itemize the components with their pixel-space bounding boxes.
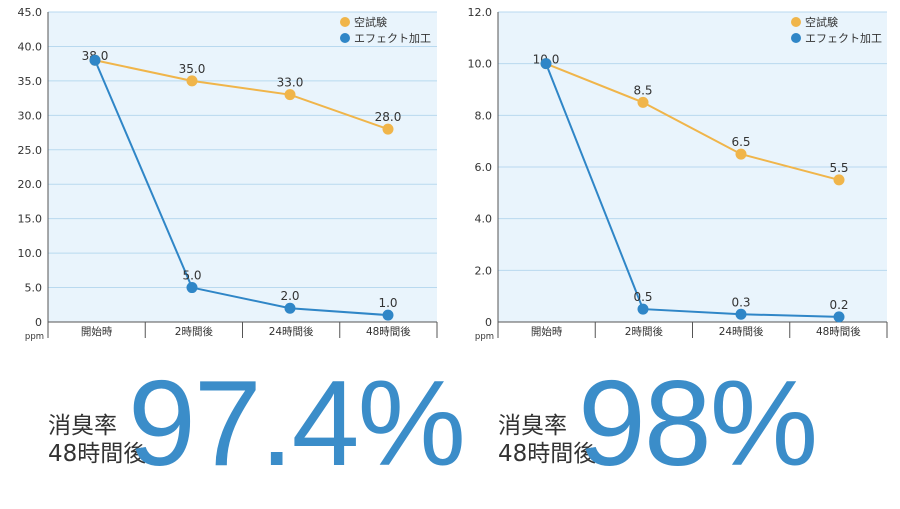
data-point	[637, 303, 649, 315]
caption-right-line2: 48時間後	[498, 441, 597, 467]
data-label: 0.2	[829, 298, 848, 312]
data-point	[735, 148, 747, 160]
y-tick-label: 12.0	[468, 6, 493, 19]
chart-left: 0 5.0 10.0 15.0 20.0 25.0 30.0 35.0 40.0 45.0 開始時 2…	[18, 6, 438, 342]
data-point	[284, 89, 296, 101]
data-point	[382, 309, 394, 321]
deodorization-rate-right: 98%	[578, 355, 818, 491]
legend-marker	[340, 33, 350, 43]
y-tick-label: 35.0	[18, 75, 43, 88]
data-point	[833, 174, 845, 186]
x-tick-label: 24時間後	[269, 325, 314, 338]
data-point	[186, 282, 198, 294]
x-tick-label: 2時間後	[175, 325, 214, 338]
y-tick-label: 5.0	[25, 282, 43, 295]
data-label: 6.5	[731, 135, 750, 149]
y-tick-label: 4.0	[475, 213, 493, 226]
legend-label: 空試験	[805, 15, 838, 29]
data-label: 35.0	[179, 62, 206, 76]
legend-label: エフェクト加工	[354, 32, 431, 45]
data-point	[89, 54, 101, 66]
data-label: 5.0	[182, 269, 201, 283]
y-tick-label: 30.0	[18, 109, 43, 122]
legend-marker	[791, 33, 801, 43]
data-point	[540, 58, 552, 70]
data-label: 5.5	[829, 161, 848, 175]
data-point	[637, 96, 649, 108]
x-tick-label: 24時間後	[719, 325, 764, 338]
x-tick-label: 48時間後	[366, 325, 411, 338]
y-tick-label: 20.0	[18, 178, 43, 191]
data-label: 28.0	[375, 110, 402, 124]
unit-label: ppm	[25, 332, 44, 342]
legend-label: 空試験	[354, 15, 387, 29]
x-tick-label: 開始時	[81, 325, 113, 338]
chart-right: 0 2.0 4.0 6.0 8.0 10.0 12.0 開始時 2時間後 24時間後 48時間後 pp…	[468, 6, 888, 342]
series-line	[545, 63, 840, 318]
y-tick-label: 0	[485, 316, 492, 329]
series-line	[545, 62, 840, 181]
series-line	[94, 59, 389, 317]
data-point	[735, 308, 747, 320]
data-point	[833, 311, 845, 323]
y-tick-label: 45.0	[18, 6, 43, 19]
y-tick-label: 10.0	[18, 247, 43, 260]
unit-label: ppm	[475, 332, 494, 342]
y-tick-label: 8.0	[475, 109, 493, 122]
y-tick-label: 6.0	[475, 161, 493, 174]
legend-marker	[340, 17, 350, 27]
y-tick-label: 0	[35, 316, 42, 329]
data-label: 0.5	[633, 290, 652, 304]
y-tick-label: 15.0	[18, 213, 43, 226]
y-tick-label: 2.0	[475, 264, 493, 277]
series-line	[94, 59, 389, 131]
y-tick-label: 25.0	[18, 144, 43, 157]
x-tick-label: 2時間後	[625, 325, 664, 338]
caption-right: 消臭率 48時間後	[498, 412, 596, 468]
data-point	[186, 75, 198, 87]
data-point	[284, 302, 296, 314]
x-tick-label: 48時間後	[816, 325, 861, 338]
caption-left: 消臭率 48時間後	[48, 412, 146, 468]
x-tick-label: 開始時	[531, 325, 563, 338]
data-label: 1.0	[378, 296, 397, 310]
caption-left-line2: 48時間後	[48, 441, 147, 467]
deodorization-rate-left: 97.4%	[128, 355, 466, 491]
y-tick-label: 10.0	[468, 58, 493, 71]
data-label: 0.3	[731, 295, 750, 309]
legend-marker	[791, 17, 801, 27]
data-label: 2.0	[280, 289, 299, 303]
data-label: 33.0	[277, 76, 304, 90]
data-label: 8.5	[633, 83, 652, 97]
caption-right-line1: 消臭率	[498, 413, 567, 439]
data-point	[382, 123, 394, 135]
y-tick-label: 40.0	[18, 40, 43, 53]
legend-label: エフェクト加工	[805, 32, 882, 45]
caption-left-line1: 消臭率	[48, 413, 117, 439]
